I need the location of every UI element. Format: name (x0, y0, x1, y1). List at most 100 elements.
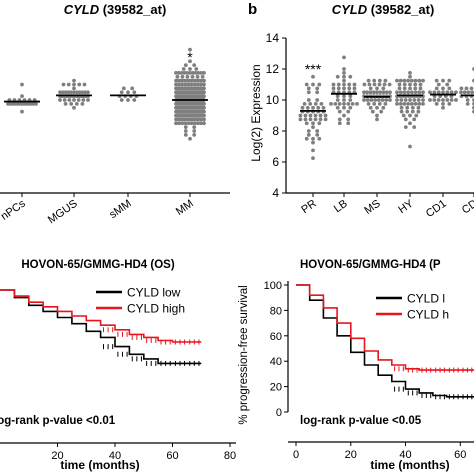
data-point (352, 82, 357, 87)
data-point (20, 109, 24, 114)
y-tick-label: 0 (276, 407, 282, 419)
x-tick-label: 20 (51, 450, 63, 462)
legend-label: CYLD low (127, 286, 181, 300)
data-point (72, 86, 76, 91)
data-point (346, 101, 351, 106)
data-point (441, 105, 445, 110)
data-point (202, 105, 206, 110)
data-point (58, 98, 62, 102)
data-point (321, 105, 326, 110)
data-point (408, 144, 412, 149)
data-point (74, 101, 79, 106)
data-point (403, 98, 408, 102)
data-point (395, 98, 399, 102)
data-point (445, 82, 450, 87)
data-point (77, 90, 82, 95)
data-point (72, 105, 76, 110)
data-point (308, 117, 313, 122)
data-point (61, 82, 66, 87)
data-point (319, 101, 324, 106)
data-point (20, 94, 24, 99)
data-point (416, 109, 421, 114)
data-point (397, 82, 402, 87)
data-point (348, 94, 353, 99)
data-point (132, 98, 137, 102)
data-point (119, 90, 124, 95)
data-point (408, 74, 412, 79)
data-point (421, 90, 425, 95)
data-point (416, 105, 421, 110)
data-point (342, 67, 346, 71)
data-point (398, 101, 403, 106)
data-point (410, 109, 415, 114)
data-point (412, 98, 417, 102)
data-point (381, 105, 386, 110)
x-tick-label: 60 (454, 449, 466, 461)
data-point (333, 101, 338, 106)
y-tick-label: 6 (272, 155, 279, 169)
panel-c-x-axis-label: time (months) (60, 458, 139, 472)
data-point (412, 117, 417, 122)
data-point (192, 63, 197, 68)
legend-label: CYLD high (127, 302, 185, 316)
data-point (410, 105, 415, 110)
data-point (336, 86, 341, 91)
data-point (183, 132, 188, 137)
panel-c-annotation: log-rank p-value <0.01 (0, 415, 116, 427)
data-point (441, 90, 445, 95)
data-point (329, 101, 333, 106)
data-point (465, 98, 470, 102)
data-point (335, 105, 340, 110)
data-point (323, 117, 328, 122)
data-point (381, 90, 386, 95)
data-point (69, 101, 74, 106)
data-point (323, 113, 328, 118)
data-point (413, 86, 418, 91)
data-point (342, 101, 346, 106)
data-point (303, 113, 308, 118)
data-point (434, 78, 439, 83)
data-point (402, 78, 407, 83)
data-point (313, 113, 318, 118)
panel-b-title: CYLD (39582_at) (332, 2, 435, 17)
data-point (408, 86, 412, 91)
data-point (348, 98, 353, 102)
x-tick-label: 40 (109, 450, 121, 462)
data-point (342, 98, 346, 102)
data-point (342, 113, 346, 118)
data-point (317, 136, 322, 141)
data-point (62, 98, 67, 102)
x-tick-label: CD1 (424, 198, 449, 220)
data-point (405, 109, 410, 114)
data-point (409, 101, 414, 106)
data-point (384, 98, 389, 102)
data-point (408, 121, 412, 126)
data-point (434, 86, 439, 91)
panel-b-dot-plot: b CYLD (39582_at) Log(2) Expression 4 6 8 1… (248, 1, 474, 220)
data-point (379, 109, 384, 114)
data-point (311, 125, 315, 130)
data-point (397, 86, 402, 91)
data-point (365, 90, 370, 95)
panel-d-y-axis-label: % progression-free survival (238, 285, 250, 424)
data-point (83, 90, 88, 95)
panel-d-plot-area: 0 20 40 60 80 100 0 20 40 60 CYLD l CYLD h (264, 280, 474, 461)
data-point (441, 86, 445, 91)
data-point (375, 105, 379, 110)
data-point (311, 148, 315, 153)
data-point (383, 78, 388, 83)
data-point (352, 86, 357, 91)
data-point (188, 59, 192, 64)
panel-d-annotation: log-rank p-value <0.05 (300, 415, 422, 427)
data-point (372, 82, 377, 87)
data-point (81, 98, 86, 102)
data-point (406, 101, 411, 106)
data-point (445, 90, 450, 95)
data-point (406, 78, 411, 83)
data-point (315, 90, 320, 95)
data-point (432, 90, 437, 95)
data-point (342, 94, 346, 99)
y-tick-label: 4 (272, 186, 279, 200)
panel-b-title-probe: (39582_at) (367, 2, 434, 17)
